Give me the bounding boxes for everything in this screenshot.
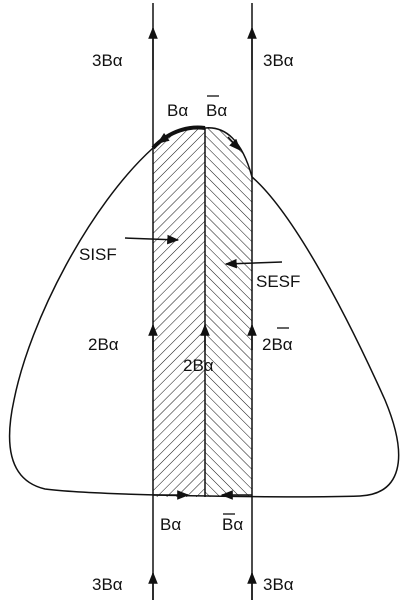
sesf-pointer-arrow: [224, 258, 283, 269]
sisf-hatched-region: [153, 127, 205, 498]
cap-arc: [151, 125, 206, 150]
sisf-pointer-arrow: [124, 234, 180, 245]
label-cap-right: Bα: [206, 101, 227, 120]
arrow-cap-right: [227, 136, 241, 151]
label-mid-center: 2Bα: [183, 356, 214, 375]
label-top-left: 3Bα: [92, 51, 123, 70]
arrow-cap-left: [157, 132, 170, 144]
label-bottom-left: 3Bα: [92, 575, 123, 594]
label-bottom-inner-left: Bα: [160, 515, 181, 534]
label-bottom-inner-right: Bα: [222, 515, 243, 534]
label-mid-left: 2Bα: [88, 335, 119, 354]
outer-dislocation-loop: [8, 147, 400, 498]
label-top-right: 3Bα: [263, 51, 294, 70]
label-bottom-right: 3Bα: [263, 575, 294, 594]
sesf-hatched-region: [205, 127, 252, 497]
label-sisf: SISF: [79, 245, 117, 264]
label-sesf: SESF: [256, 272, 300, 291]
cap-arc-right: [204, 127, 253, 178]
label-cap-left: Bα: [167, 101, 188, 120]
label-mid-right: 2Bα: [262, 335, 293, 354]
